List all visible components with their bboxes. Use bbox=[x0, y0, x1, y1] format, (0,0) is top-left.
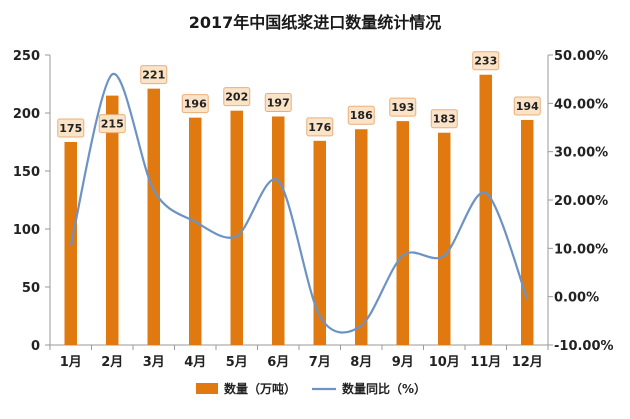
bar-value-label: 194 bbox=[516, 100, 539, 113]
y-left-tick-label: 250 bbox=[13, 49, 40, 64]
bar bbox=[396, 121, 409, 346]
bar-value-label: 197 bbox=[267, 96, 290, 109]
bar-label-box bbox=[57, 118, 85, 138]
data-label-layer: 175 215 221 196 202 197 176 186 193 183 233 194 bbox=[57, 51, 541, 138]
bar-value-label: 221 bbox=[142, 69, 165, 82]
bar bbox=[272, 116, 285, 345]
legend-label-bar: 数量（万吨） bbox=[224, 381, 296, 396]
series-line-yoy bbox=[69, 73, 529, 334]
y-right-tick-label: 0.00% bbox=[554, 291, 599, 306]
y-left-tick-label: 100 bbox=[13, 223, 40, 238]
bar bbox=[230, 110, 243, 346]
y-right-tick-label: 50.00% bbox=[554, 49, 608, 64]
bar bbox=[147, 88, 160, 345]
y-right-tick-label: 10.00% bbox=[554, 242, 608, 257]
y-left-tick-label: 50 bbox=[22, 281, 40, 296]
x-tick-label: 7月 bbox=[309, 355, 331, 370]
y-right-tick-label: 30.00% bbox=[554, 146, 608, 161]
bar-label-box bbox=[430, 109, 458, 129]
bar-label-box bbox=[347, 105, 375, 125]
y-right-tick-label: 40.00% bbox=[554, 97, 608, 112]
y-left-tick-label: 150 bbox=[13, 165, 40, 180]
x-tick-label: 5月 bbox=[226, 355, 248, 370]
x-tick-label: 6月 bbox=[267, 355, 289, 370]
x-tick-label: 11月 bbox=[470, 355, 501, 370]
bar-label-box bbox=[181, 94, 209, 114]
bar-label-box bbox=[389, 97, 417, 117]
axis-layer: 0 50 100 150 200 250 -10.00% 0.00% 10.00% 20.00% 3… bbox=[13, 49, 614, 370]
bar-label-box bbox=[513, 96, 541, 116]
x-tick-label: 12月 bbox=[512, 355, 543, 370]
legend-swatch-bar bbox=[196, 383, 218, 394]
legend-label-line: 数量同比（%） bbox=[342, 381, 426, 396]
bar-value-label: 202 bbox=[225, 91, 248, 104]
x-tick-label: 1月 bbox=[60, 355, 82, 370]
y-right-tick-label: -10.00% bbox=[554, 339, 614, 354]
y-right-tick-label: 20.00% bbox=[554, 194, 608, 209]
bar bbox=[106, 95, 119, 345]
x-tick-label: 10月 bbox=[429, 355, 460, 370]
bar-label-box bbox=[223, 87, 251, 107]
line-layer bbox=[69, 73, 529, 334]
bar-value-label: 193 bbox=[391, 101, 414, 114]
bar-label-box bbox=[306, 117, 334, 137]
x-tick-label: 2月 bbox=[101, 355, 123, 370]
bar-value-label: 186 bbox=[350, 109, 373, 122]
bar-value-label: 176 bbox=[308, 121, 331, 134]
x-tick-label: 3月 bbox=[143, 355, 165, 370]
bar bbox=[355, 129, 368, 345]
bar-value-label: 233 bbox=[474, 55, 497, 68]
bar-value-label: 215 bbox=[101, 118, 124, 131]
legend: 数量（万吨） 数量同比（%） bbox=[196, 381, 426, 396]
bar bbox=[479, 74, 492, 345]
bar bbox=[521, 119, 534, 346]
y-left-tick-label: 200 bbox=[13, 107, 40, 122]
x-tick-label: 9月 bbox=[392, 355, 414, 370]
bar-value-label: 196 bbox=[184, 98, 207, 111]
chart-title: 2017年中国纸浆进口数量统计情况 bbox=[189, 13, 442, 32]
bar bbox=[438, 132, 451, 345]
bar-value-label: 183 bbox=[433, 113, 456, 126]
bar-label-box bbox=[140, 65, 168, 85]
bar bbox=[313, 140, 326, 345]
x-tick-label: 4月 bbox=[184, 355, 206, 370]
bar bbox=[189, 117, 202, 345]
bar-label-box bbox=[264, 92, 292, 112]
x-tick-label: 8月 bbox=[350, 355, 372, 370]
bar-layer bbox=[64, 74, 534, 346]
bar-value-label: 175 bbox=[59, 122, 82, 135]
y-left-tick-label: 0 bbox=[31, 339, 40, 354]
bar-label-box bbox=[98, 114, 126, 134]
bar-label-box bbox=[472, 51, 500, 71]
